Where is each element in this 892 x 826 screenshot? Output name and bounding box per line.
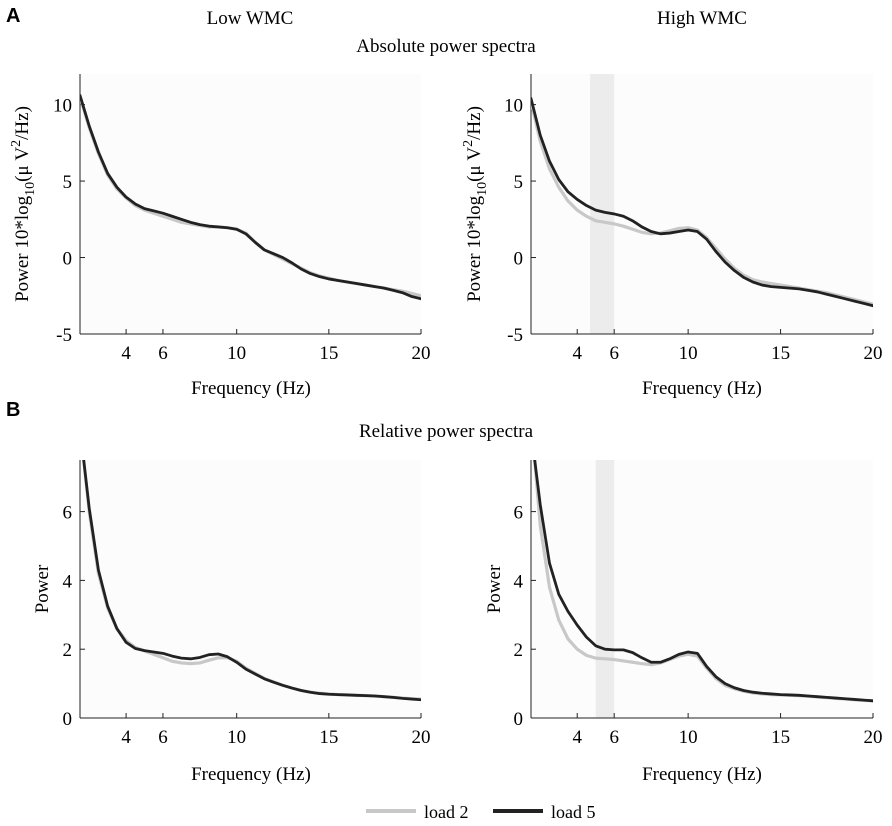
- x-tick-label: 15: [319, 727, 338, 748]
- x-tick-label: 4: [121, 343, 131, 364]
- x-axis-label: Frequency (Hz): [191, 764, 311, 785]
- x-axis-label: Frequency (Hz): [642, 378, 762, 399]
- x-tick-label: 20: [864, 343, 883, 364]
- x-tick-label: 20: [864, 727, 883, 748]
- x-tick-label: 10: [227, 727, 246, 748]
- x-tick-label: 4: [572, 727, 582, 748]
- chart-absolute-high-wmc: 4 6 10 15 20 -5 0 5 10 Frequency (Hz) Power 10*log…: [461, 74, 883, 399]
- y-tick-label: 4: [63, 571, 73, 592]
- series-line-load-5: [80, 94, 421, 301]
- y-tick-label: 0: [63, 249, 73, 270]
- y-tick-label: 0: [514, 709, 524, 730]
- x-tick-label: 4: [572, 343, 582, 364]
- panel-a-letter: A: [6, 5, 20, 27]
- x-tick-label: 15: [319, 343, 338, 364]
- x-tick-label: 6: [158, 727, 168, 748]
- y-tick-label: 6: [63, 503, 73, 524]
- panel-b-letter: B: [6, 399, 20, 421]
- col-right-title: High WMC: [657, 8, 747, 29]
- col-left-title: Low WMC: [207, 8, 294, 29]
- y-tick-label: 0: [514, 249, 524, 270]
- highlight-band: [595, 460, 615, 718]
- x-tick-label: 6: [609, 343, 619, 364]
- y-tick-label: 2: [63, 640, 73, 661]
- y-tick-label: 6: [514, 503, 524, 524]
- y-tick-label: 10: [504, 96, 523, 117]
- series-line-load-5: [531, 97, 873, 308]
- x-tick-label: 20: [412, 343, 431, 364]
- x-tick-label: 6: [609, 727, 619, 748]
- y-tick-label: 4: [514, 571, 524, 592]
- series-line-load-5: [533, 460, 873, 703]
- x-tick-label: 6: [158, 343, 168, 364]
- row-b-title: Relative power spectra: [359, 421, 534, 442]
- y-tick-label: 5: [514, 172, 524, 193]
- x-tick-label: 10: [679, 343, 698, 364]
- y-axis-label: Power: [32, 564, 53, 613]
- plot-area: [531, 460, 873, 718]
- y-tick-label: 0: [63, 709, 73, 730]
- chart-relative-high-wmc: 4 6 10 15 20 0 2 4 6 Frequency (Hz) Power: [484, 460, 883, 785]
- chart-relative-low-wmc: 4 6 10 15 20 0 2 4 6 Frequency (Hz) Power: [32, 460, 431, 785]
- y-axis-label: Power: [484, 564, 505, 613]
- row-a-title: Absolute power spectra: [356, 36, 536, 57]
- x-axis-label: Frequency (Hz): [642, 764, 762, 785]
- x-tick-label: 4: [121, 727, 131, 748]
- x-tick-label: 10: [227, 343, 246, 364]
- series-line-load-5: [82, 460, 421, 702]
- legend-label-load-5: load 5: [551, 802, 596, 822]
- legend-label-load-2: load 2: [424, 802, 469, 822]
- y-tick-label: -5: [507, 325, 523, 346]
- legend: load 2 load 5: [366, 802, 596, 822]
- x-axis-label: Frequency (Hz): [191, 378, 311, 399]
- y-tick-label: 10: [53, 96, 72, 117]
- x-tick-label: 15: [771, 343, 790, 364]
- y-tick-label: -5: [56, 325, 72, 346]
- plot-area: [80, 460, 421, 718]
- x-tick-label: 20: [412, 727, 431, 748]
- x-tick-label: 15: [771, 727, 790, 748]
- chart-absolute-low-wmc: 4 6 10 15 20 -5 0 5 10 Frequency (Hz) Power 10*log…: [9, 74, 431, 399]
- highlight-band: [590, 74, 615, 334]
- y-tick-label: 5: [63, 172, 73, 193]
- y-axis-label: Power 10*log10(μ V2/Hz): [461, 106, 490, 302]
- y-axis-label: Power 10*log10(μ V2/Hz): [9, 106, 38, 302]
- y-tick-label: 2: [514, 640, 524, 661]
- x-tick-label: 10: [679, 727, 698, 748]
